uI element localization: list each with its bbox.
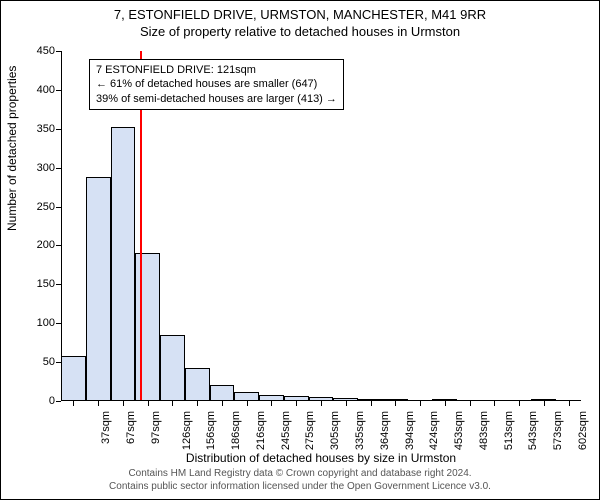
x-tick-mark [271, 401, 272, 406]
y-tick-label: 50 [43, 356, 55, 368]
x-tick-mark [222, 401, 223, 406]
chart-container: 7, ESTONFIELD DRIVE, URMSTON, MANCHESTER… [0, 0, 600, 500]
histogram-bar [185, 368, 210, 401]
title-block: 7, ESTONFIELD DRIVE, URMSTON, MANCHESTER… [1, 7, 599, 39]
plot-inner: 7 ESTONFIELD DRIVE: 121sqm← 61% of detac… [61, 51, 581, 401]
y-tick-mark [56, 90, 61, 91]
x-tick-mark [148, 401, 149, 406]
histogram-bar [111, 127, 136, 401]
annotation-line: 39% of semi-detached houses are larger (… [96, 92, 337, 106]
chart-title-sub: Size of property relative to detached ho… [1, 24, 599, 39]
y-tick-mark [56, 51, 61, 52]
plot-area: 7 ESTONFIELD DRIVE: 121sqm← 61% of detac… [61, 51, 581, 401]
x-tick-mark [371, 401, 372, 406]
x-tick-mark [98, 401, 99, 406]
y-tick-mark [56, 207, 61, 208]
x-tick-mark [321, 401, 322, 406]
x-tick-label: 97sqm [150, 411, 162, 444]
x-tick-label: 364sqm [379, 411, 391, 450]
annotation-box: 7 ESTONFIELD DRIVE: 121sqm← 61% of detac… [89, 59, 344, 110]
x-tick-label: 543sqm [527, 411, 539, 450]
x-tick-label: 275sqm [305, 411, 317, 450]
y-tick-label: 350 [37, 123, 55, 135]
x-tick-label: 573sqm [552, 411, 564, 450]
histogram-bar [86, 177, 111, 401]
x-tick-label: 453sqm [453, 411, 465, 450]
x-tick-mark [544, 401, 545, 406]
annotation-line: 7 ESTONFIELD DRIVE: 121sqm [96, 63, 337, 77]
x-tick-label: 37sqm [100, 411, 112, 444]
x-tick-label: 245sqm [280, 411, 292, 450]
y-tick-label: 100 [37, 317, 55, 329]
y-tick-mark [56, 245, 61, 246]
x-tick-mark [395, 401, 396, 406]
footer-line-1: Contains HM Land Registry data © Crown c… [1, 467, 599, 480]
x-tick-label: 424sqm [428, 411, 440, 450]
y-tick-mark [56, 284, 61, 285]
x-tick-label: 602sqm [577, 411, 589, 450]
histogram-bar [61, 356, 86, 401]
x-tick-label: 156sqm [206, 411, 218, 450]
y-tick-label: 250 [37, 201, 55, 213]
x-tick-label: 305sqm [329, 411, 341, 450]
histogram-bar [210, 385, 235, 401]
y-axis-line [61, 51, 62, 401]
x-tick-mark [346, 401, 347, 406]
footer-attribution: Contains HM Land Registry data © Crown c… [1, 467, 599, 493]
y-axis-label: Number of detached properties [5, 66, 19, 231]
x-tick-label: 67sqm [125, 411, 137, 444]
y-tick-label: 400 [37, 84, 55, 96]
y-tick-mark [56, 129, 61, 130]
x-tick-mark [519, 401, 520, 406]
histogram-bar [135, 253, 160, 401]
x-tick-label: 483sqm [478, 411, 490, 450]
x-axis-label: Distribution of detached houses by size … [61, 451, 581, 465]
chart-title-main: 7, ESTONFIELD DRIVE, URMSTON, MANCHESTER… [1, 7, 599, 22]
x-tick-mark [470, 401, 471, 406]
x-tick-mark [445, 401, 446, 406]
y-tick-mark [56, 362, 61, 363]
x-tick-mark [296, 401, 297, 406]
x-tick-mark [569, 401, 570, 406]
x-tick-label: 335sqm [354, 411, 366, 450]
y-tick-label: 150 [37, 278, 55, 290]
y-tick-label: 450 [37, 45, 55, 57]
y-tick-mark [56, 401, 61, 402]
x-tick-mark [172, 401, 173, 406]
x-tick-mark [247, 401, 248, 406]
x-tick-label: 394sqm [404, 411, 416, 450]
x-tick-mark [197, 401, 198, 406]
x-tick-label: 216sqm [255, 411, 267, 450]
y-tick-mark [56, 323, 61, 324]
annotation-line: ← 61% of detached houses are smaller (64… [96, 77, 337, 91]
y-tick-mark [56, 168, 61, 169]
y-tick-label: 300 [37, 162, 55, 174]
y-tick-label: 0 [49, 395, 55, 407]
x-tick-label: 186sqm [230, 411, 242, 450]
histogram-bar [160, 335, 185, 401]
x-tick-mark [494, 401, 495, 406]
x-tick-label: 513sqm [503, 411, 515, 450]
x-tick-mark [420, 401, 421, 406]
x-tick-label: 126sqm [181, 411, 193, 450]
footer-line-2: Contains public sector information licen… [1, 480, 599, 493]
x-tick-mark [73, 401, 74, 406]
x-tick-mark [123, 401, 124, 406]
y-tick-label: 200 [37, 239, 55, 251]
